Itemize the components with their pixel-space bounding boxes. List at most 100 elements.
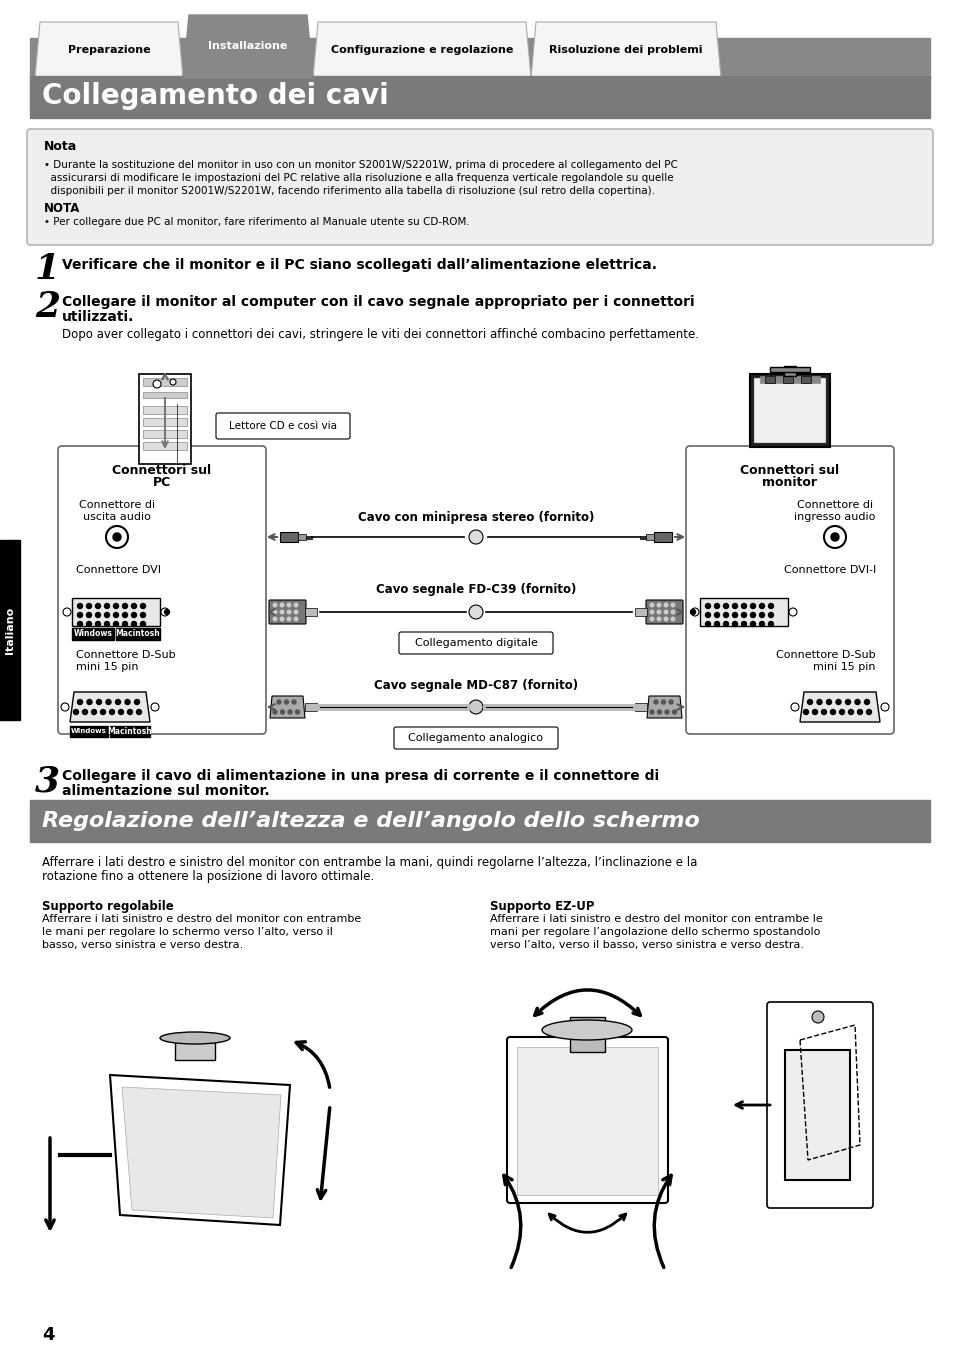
Bar: [305, 608, 316, 616]
Circle shape: [140, 603, 146, 609]
Text: Dopo aver collegato i connettori dei cavi, stringere le viti dei connettori affi: Dopo aver collegato i connettori dei cav…: [62, 328, 699, 342]
Circle shape: [835, 699, 841, 705]
Circle shape: [106, 699, 111, 705]
Text: Windows: Windows: [73, 629, 112, 639]
Circle shape: [469, 605, 482, 620]
Circle shape: [125, 699, 130, 705]
Text: 1: 1: [35, 252, 60, 286]
Circle shape: [788, 608, 796, 616]
Circle shape: [705, 613, 710, 617]
Bar: [71, 598, 160, 626]
Bar: [769, 367, 809, 373]
Bar: [801, 377, 810, 383]
Bar: [306, 536, 312, 539]
Text: ingresso audio: ingresso audio: [794, 512, 875, 522]
Text: Windows: Windows: [71, 728, 107, 734]
Text: Lettore CD e così via: Lettore CD e così via: [229, 421, 336, 431]
Text: 2: 2: [35, 290, 60, 324]
Text: mini 15 pin: mini 15 pin: [813, 662, 875, 672]
Circle shape: [714, 603, 719, 609]
Circle shape: [830, 710, 835, 714]
Circle shape: [280, 603, 283, 606]
Circle shape: [690, 608, 699, 616]
Circle shape: [280, 710, 284, 714]
Text: Connettore D-Sub: Connettore D-Sub: [76, 649, 175, 660]
Text: Preparazione: Preparazione: [68, 45, 151, 55]
Circle shape: [654, 701, 658, 703]
Circle shape: [132, 621, 136, 626]
Bar: [143, 441, 187, 450]
Text: mani per regolare l’angolazione dello schermo spostandolo: mani per regolare l’angolazione dello sc…: [490, 927, 820, 937]
Text: Supporto regolabile: Supporto regolabile: [42, 900, 173, 913]
Bar: [635, 608, 646, 616]
Circle shape: [115, 699, 120, 705]
Bar: [0, 540, 20, 720]
Circle shape: [91, 710, 96, 714]
Circle shape: [95, 621, 100, 626]
Circle shape: [164, 609, 170, 614]
Text: Cavo con minipresa stereo (fornito): Cavo con minipresa stereo (fornito): [357, 510, 594, 524]
Circle shape: [110, 710, 114, 714]
Circle shape: [823, 526, 845, 548]
Bar: [143, 418, 187, 427]
Bar: [174, 1042, 214, 1060]
Circle shape: [657, 610, 660, 614]
Polygon shape: [35, 22, 183, 78]
Circle shape: [672, 710, 676, 714]
Text: Connettori sul: Connettori sul: [740, 463, 839, 477]
Bar: [297, 535, 306, 540]
Text: Macintosh: Macintosh: [108, 726, 152, 736]
Circle shape: [96, 699, 101, 705]
Text: Italiano: Italiano: [5, 606, 15, 653]
Ellipse shape: [541, 1021, 631, 1040]
Circle shape: [469, 531, 482, 544]
Bar: [635, 703, 646, 711]
Text: Supporto EZ-UP: Supporto EZ-UP: [490, 900, 594, 913]
Circle shape: [768, 603, 773, 609]
Circle shape: [705, 621, 710, 626]
Polygon shape: [800, 693, 879, 722]
Circle shape: [95, 603, 100, 609]
Circle shape: [759, 613, 763, 617]
Text: Connettore D-Sub: Connettore D-Sub: [776, 649, 875, 660]
Polygon shape: [183, 15, 313, 78]
Bar: [782, 377, 792, 383]
Text: 3: 3: [35, 764, 60, 798]
Text: Configurazione e regolazione: Configurazione e regolazione: [331, 45, 513, 55]
Circle shape: [113, 603, 118, 609]
Text: Collegamento dei cavi: Collegamento dei cavi: [42, 82, 388, 109]
Bar: [760, 377, 820, 383]
Circle shape: [657, 617, 660, 621]
Circle shape: [136, 710, 141, 714]
Bar: [280, 532, 297, 541]
Text: assicurarsi di modificare le impostazioni del PC relative alla risoluzione e all: assicurarsi di modificare le impostazion…: [44, 173, 673, 184]
Circle shape: [469, 701, 482, 714]
Circle shape: [732, 621, 737, 626]
Text: Connettore di: Connettore di: [796, 500, 872, 510]
Circle shape: [105, 613, 110, 617]
Circle shape: [802, 710, 807, 714]
Circle shape: [77, 613, 82, 617]
Circle shape: [87, 603, 91, 609]
Circle shape: [668, 701, 672, 703]
Bar: [654, 532, 671, 541]
Bar: [143, 406, 187, 414]
Ellipse shape: [160, 1031, 230, 1044]
Circle shape: [671, 617, 674, 621]
Text: Verificare che il monitor e il PC siano scollegati dall’alimentazione elettrica.: Verificare che il monitor e il PC siano …: [62, 258, 657, 271]
Text: • Per collegare due PC al monitor, fare riferimento al Manuale utente su CD-ROM.: • Per collegare due PC al monitor, fare …: [44, 217, 469, 227]
Text: Afferrare i lati sinistro e destro del monitor con entrambe le: Afferrare i lati sinistro e destro del m…: [490, 914, 821, 923]
Circle shape: [844, 699, 850, 705]
Bar: [700, 598, 787, 626]
Circle shape: [273, 617, 276, 621]
Bar: [30, 801, 929, 842]
Circle shape: [152, 379, 161, 387]
Text: mini 15 pin: mini 15 pin: [76, 662, 138, 672]
Text: PC: PC: [152, 477, 171, 490]
Bar: [70, 726, 108, 737]
Bar: [139, 374, 191, 464]
Circle shape: [151, 703, 159, 711]
Circle shape: [132, 603, 136, 609]
Circle shape: [273, 610, 276, 614]
Text: utilizzati.: utilizzati.: [62, 310, 134, 324]
